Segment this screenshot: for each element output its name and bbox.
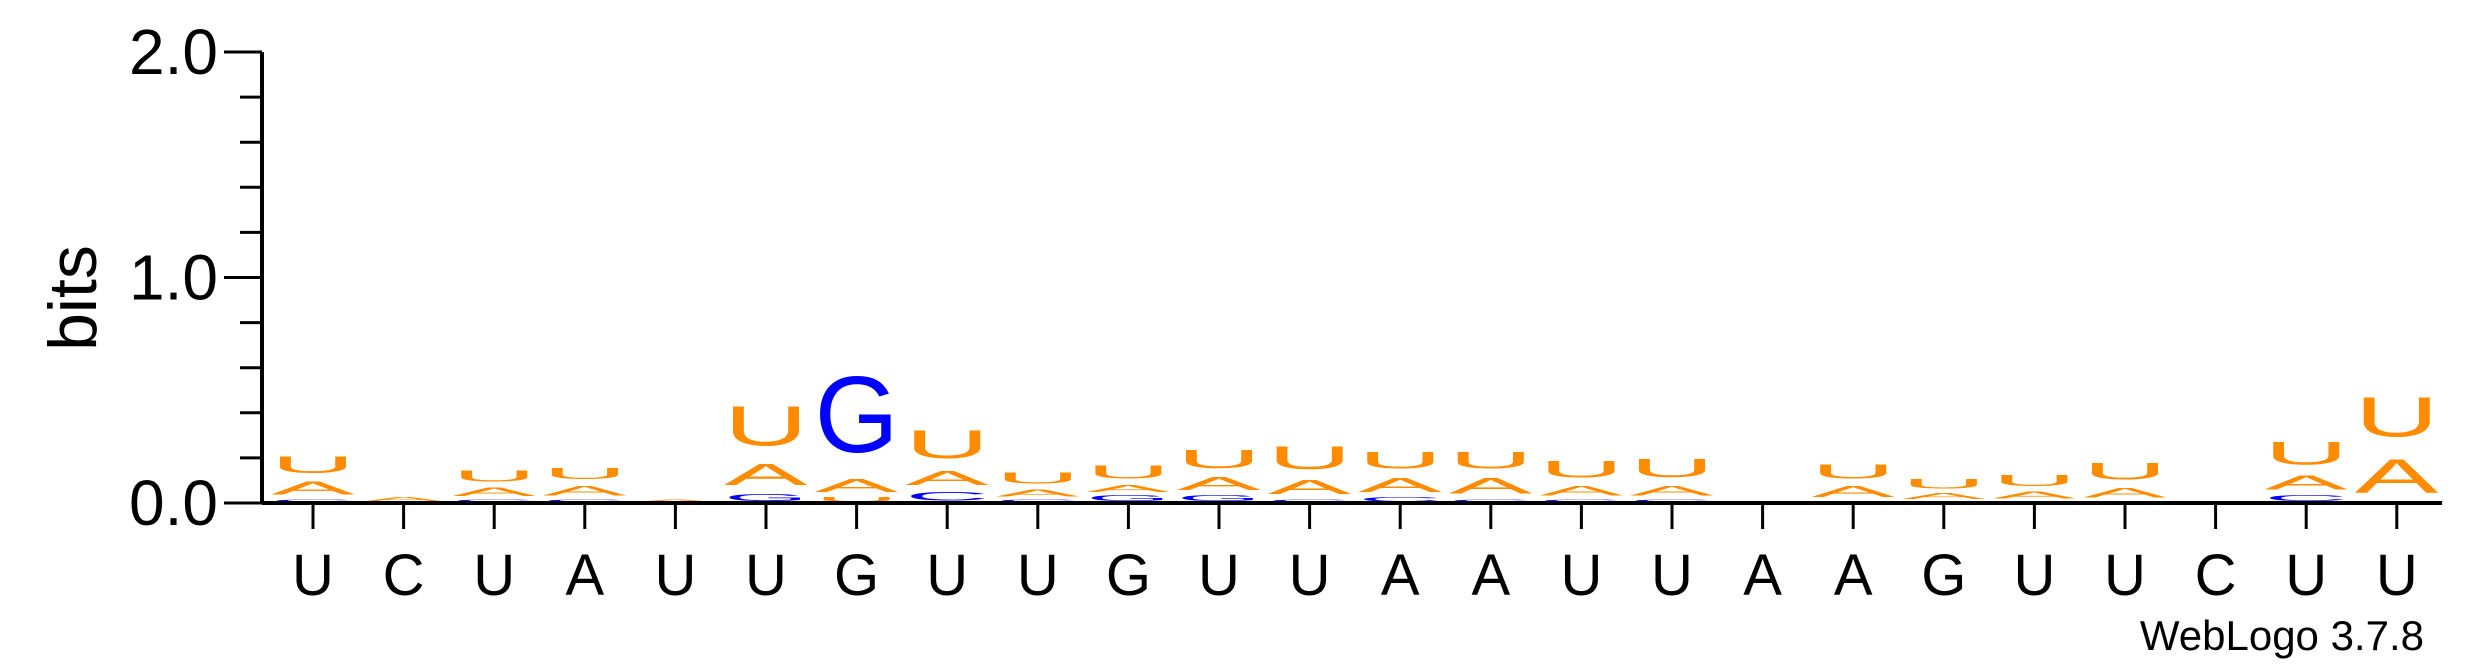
logo-letter-c: C: [543, 499, 627, 503]
y-tick-label: 1.0: [129, 242, 218, 314]
logo-letter-u: U: [815, 496, 899, 503]
x-tick-label: C: [383, 543, 425, 608]
logo-letter-g: G: [815, 354, 899, 475]
logo-letter-g: G: [724, 492, 808, 503]
logo-letter-a: A: [1539, 483, 1623, 499]
logo-letter-a: A: [996, 487, 1081, 498]
y-tick-label: 0.0: [129, 467, 218, 539]
logo-letter-a: A: [2083, 485, 2167, 501]
logo-letter-u: U: [452, 467, 536, 485]
logo-letter-a: A: [1268, 476, 1352, 498]
logo-letter-a: A: [452, 485, 536, 499]
logo-letter-c: C: [905, 489, 989, 503]
logo-letter-u: U: [1539, 456, 1623, 483]
x-tick-label: C: [2195, 543, 2237, 608]
x-tick-label: U: [2104, 543, 2146, 608]
x-tick-label: A: [1743, 543, 1782, 608]
logo-letter-c: C: [452, 499, 536, 503]
logo-letter-a: A: [1902, 492, 1987, 501]
y-axis: 0.0 1.0 2.0: [129, 16, 264, 539]
logo-letter-a: A: [362, 496, 447, 503]
logo-letter-a: A: [1086, 483, 1171, 494]
logo-letter-g: G: [1086, 494, 1170, 503]
x-tick-label: U: [292, 543, 334, 608]
logo-letter-u: U: [1358, 447, 1442, 474]
logo-letter-a: A: [1177, 474, 1261, 494]
logo-letter-u: U: [1086, 462, 1170, 482]
x-tick-label: U: [926, 543, 968, 608]
logo-letter-u: U: [1177, 444, 1261, 473]
logo-letter-u: U: [1811, 460, 1895, 483]
logo-letter-u: U: [271, 451, 355, 478]
x-tick-label: G: [834, 543, 879, 608]
x-tick-label: U: [2376, 543, 2418, 608]
logo-letter-u: U: [2355, 386, 2439, 449]
logo-letter-a: A: [1358, 474, 1442, 496]
logo-letter-u: U: [1630, 453, 1714, 482]
logo-letter-a: A: [1630, 483, 1714, 499]
logo-letter-u: U: [1449, 447, 1533, 474]
logo-letter-a: A: [2355, 449, 2439, 503]
x-tick-label: U: [473, 543, 515, 608]
x-tick-label: U: [1198, 543, 1240, 608]
logo-letter-c: C: [1268, 499, 1352, 503]
logo-letter-u: U: [2264, 436, 2348, 472]
x-tick-label: U: [2013, 543, 2055, 608]
logo-letter-a: A: [1449, 474, 1533, 499]
x-tick-label: U: [1560, 543, 1602, 608]
logo-letter-u: U: [2083, 458, 2167, 485]
x-tick-label: U: [1017, 543, 1059, 608]
logo-letter-c: C: [1539, 499, 1623, 503]
logo-letter-c: C: [1358, 496, 1442, 503]
logo-letter-a: A: [724, 458, 808, 492]
logo-letter-c: C: [1449, 499, 1533, 503]
logo-letter-u: U: [1268, 440, 1352, 476]
logo-letter-u: U: [543, 465, 627, 483]
x-tick-label: A: [1834, 543, 1873, 608]
x-tick-label: A: [1381, 543, 1420, 608]
weblogo-credit: WebLogo 3.7.8: [2140, 612, 2424, 659]
logo-letter-a: A: [815, 476, 899, 496]
logo-letter-u: U: [905, 422, 989, 467]
logo-letter-c: C: [996, 499, 1080, 503]
x-tick-label: A: [1471, 543, 1510, 608]
logo-letter-g: G: [1177, 494, 1261, 503]
logo-letter-a: A: [633, 498, 717, 502]
x-tick-label: U: [745, 543, 787, 608]
x-tick-label: U: [2285, 543, 2327, 608]
logo-letter-u: U: [1902, 476, 1986, 492]
logo-letter-u: U: [1992, 471, 2076, 489]
logo-letter-a: A: [1811, 483, 1895, 501]
logo-letter-a: A: [905, 467, 989, 489]
logo-letter-a: A: [271, 478, 355, 498]
x-tick-label: U: [654, 543, 696, 608]
logo-letter-u: U: [724, 395, 808, 458]
x-tick-label: G: [1921, 543, 1966, 608]
logo-letter-c: C: [2264, 494, 2348, 503]
logo-letter-a: A: [543, 483, 627, 499]
logo-letter-u: U: [996, 469, 1080, 487]
x-tick-label: A: [565, 543, 604, 608]
x-tick-label: U: [1289, 543, 1331, 608]
x-tick-label: G: [1106, 543, 1151, 608]
logo-letter-a: A: [2264, 472, 2348, 494]
x-tick-label: U: [1651, 543, 1693, 608]
logo-letter-c: C: [1630, 499, 1714, 503]
y-tick-label: 2.0: [129, 16, 218, 88]
y-axis-label: bits: [35, 245, 111, 351]
logo-letter-a: A: [1992, 489, 2077, 500]
logo-letter-c: C: [271, 499, 355, 503]
